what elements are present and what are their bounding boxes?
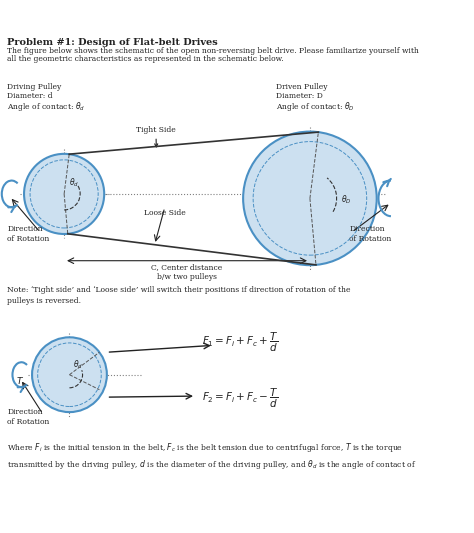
Text: $T$: $T$ [16,375,24,386]
Text: Direction
of Rotation: Direction of Rotation [7,225,49,244]
Text: Direction
of Rotation: Direction of Rotation [349,225,392,244]
Text: C, Center distance
b/w two pulleys: C, Center distance b/w two pulleys [151,263,223,280]
Text: Angle of contact: $\theta_D$: Angle of contact: $\theta_D$ [276,100,355,114]
Text: Driving Pulley: Driving Pulley [7,83,61,91]
Text: $\theta_d$: $\theta_d$ [73,359,83,371]
Circle shape [32,337,107,412]
Text: $F_1 = F_i + F_c + \dfrac{T}{d}$: $F_1 = F_i + F_c + \dfrac{T}{d}$ [202,331,279,354]
Text: Problem #1: Design of Flat-belt Drives: Problem #1: Design of Flat-belt Drives [7,38,218,47]
Text: Note: ‘Tight side’ and ‘Loose side’ will switch their positions if direction of : Note: ‘Tight side’ and ‘Loose side’ will… [7,286,351,305]
Text: $F_2 = F_i + F_c - \dfrac{T}{d}$: $F_2 = F_i + F_c - \dfrac{T}{d}$ [202,387,279,410]
Text: Tight Side: Tight Side [136,126,176,147]
Text: $\theta_D$: $\theta_D$ [341,194,352,206]
Circle shape [243,132,377,265]
Text: Where $F_i$ is the initial tension in the belt, $F_c$ is the belt tension due to: Where $F_i$ is the initial tension in th… [7,441,417,471]
Text: Direction
of Rotation: Direction of Rotation [7,408,49,426]
Text: $\theta_d$: $\theta_d$ [69,176,79,189]
Text: all the geometric characteristics as represented in the schematic below.: all the geometric characteristics as rep… [7,55,284,63]
Circle shape [24,154,104,234]
Text: Loose Side: Loose Side [144,209,186,217]
Text: Driven Pulley: Driven Pulley [276,83,328,91]
Text: The figure below shows the schematic of the open non-reversing belt drive. Pleas: The figure below shows the schematic of … [7,47,419,55]
Text: Angle of contact: $\theta_d$: Angle of contact: $\theta_d$ [7,100,85,114]
Text: Diameter: d: Diameter: d [7,92,53,100]
Text: Diameter: D: Diameter: D [276,92,323,100]
